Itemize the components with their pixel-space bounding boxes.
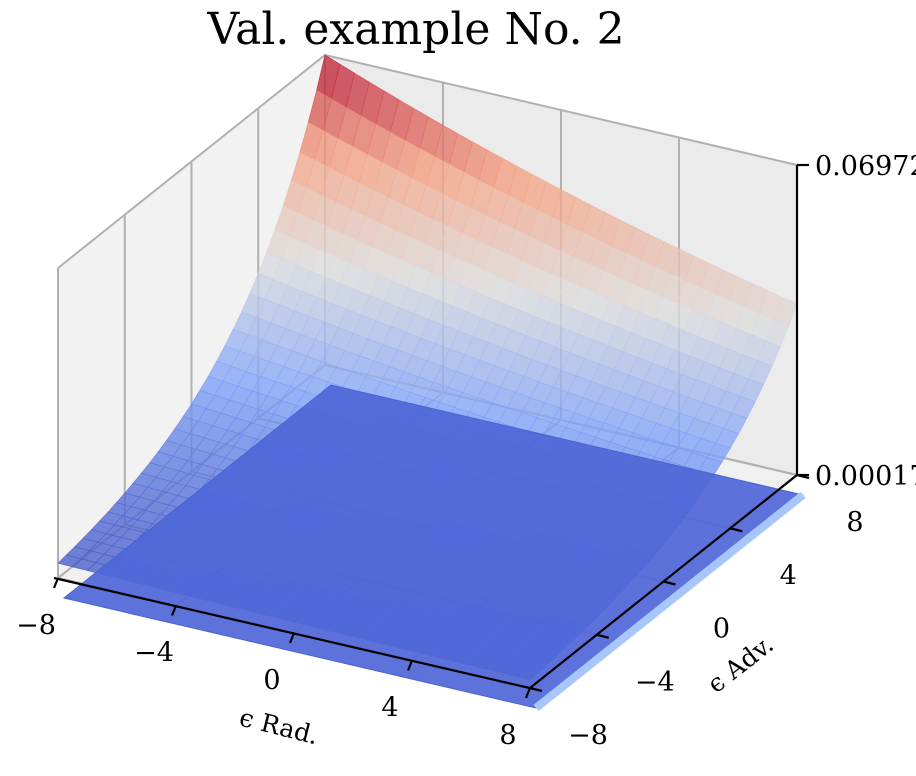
z-tick-labels: 0.00017 0.06972 xyxy=(815,151,916,492)
y-tick-labels: −8 −4 0 4 8 xyxy=(568,507,864,751)
x-axis-label: ϵ Rad. xyxy=(237,703,322,751)
x-tick xyxy=(52,577,60,589)
y-tick xyxy=(729,527,743,533)
x-tick-label: 8 xyxy=(499,720,516,751)
y-tick xyxy=(529,686,543,693)
y-tick-label: 8 xyxy=(846,507,863,538)
x-tick-labels: −8 −4 0 4 8 xyxy=(16,610,517,751)
x-tick-label: 0 xyxy=(263,665,280,696)
y-tick xyxy=(663,580,676,586)
z-tick-label: 0.00017 xyxy=(815,461,916,492)
x-tick-label: 4 xyxy=(381,693,398,724)
y-tick-label: 0 xyxy=(713,614,730,645)
y-tick-label: −8 xyxy=(568,720,608,751)
y-tick-label: −4 xyxy=(635,667,675,698)
y-tick-label: 4 xyxy=(780,560,797,591)
x-tick xyxy=(288,632,296,644)
x-tick xyxy=(406,660,414,671)
chart-title: Val. example No. 2 xyxy=(206,4,624,55)
y-tick xyxy=(596,633,610,639)
flat-plane-surface xyxy=(62,384,806,712)
x-tick xyxy=(524,687,532,699)
plane-edge xyxy=(533,491,806,712)
x-tick-label: −8 xyxy=(16,610,56,641)
axis-lines xyxy=(52,163,810,699)
x-tick-label: −4 xyxy=(134,638,174,669)
z-tick-label: 0.06972 xyxy=(815,151,916,182)
x-tick xyxy=(170,605,178,616)
